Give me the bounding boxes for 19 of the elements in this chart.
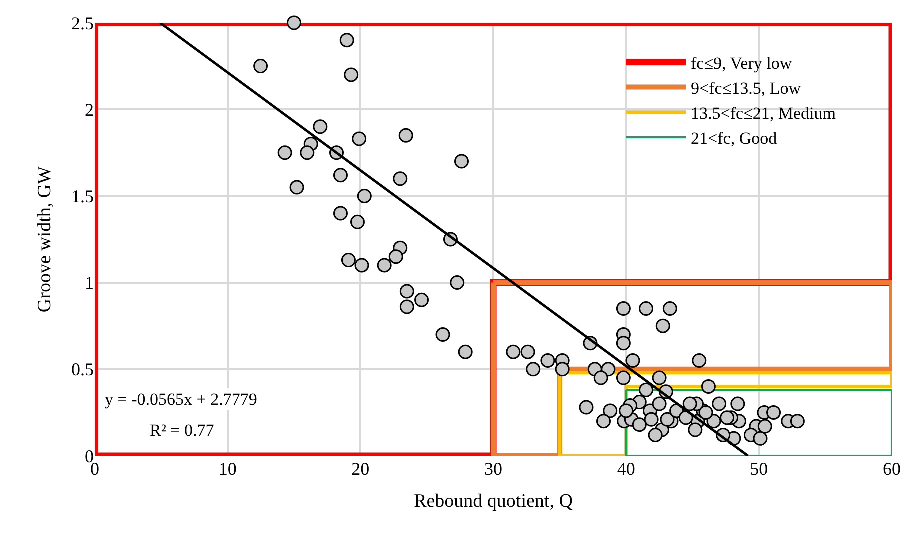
y-tick-label: 1.5 bbox=[72, 186, 94, 206]
y-tick-label: 2.5 bbox=[72, 13, 94, 34]
y-tick-label: 0.5 bbox=[72, 360, 94, 380]
annotation: y = -0.0565x + 2.7779 bbox=[105, 390, 258, 409]
legend-label: 21<fc, Good bbox=[691, 129, 778, 148]
y-tick-label: 2 bbox=[85, 100, 94, 120]
x-tick-label: 60 bbox=[883, 459, 901, 479]
x-tick-label: 50 bbox=[750, 459, 768, 479]
legend-label: fc≤9, Very low bbox=[691, 54, 793, 73]
legend-label: 9<fc≤13.5, Low bbox=[691, 78, 802, 98]
x-tick-label: 30 bbox=[484, 459, 502, 479]
legend-label: 13.5<fc≤21, Medium bbox=[691, 104, 836, 124]
y-axis-title: Groove width, GW bbox=[34, 166, 56, 313]
x-axis-title: Rebound quotient, Q bbox=[414, 490, 574, 512]
annotation: R² = 0.77 bbox=[150, 421, 215, 440]
y-tick-label: 1 bbox=[85, 273, 94, 294]
x-tick-label: 20 bbox=[352, 459, 370, 479]
x-tick-label: 10 bbox=[218, 459, 237, 479]
x-tick-label: 40 bbox=[617, 459, 636, 479]
